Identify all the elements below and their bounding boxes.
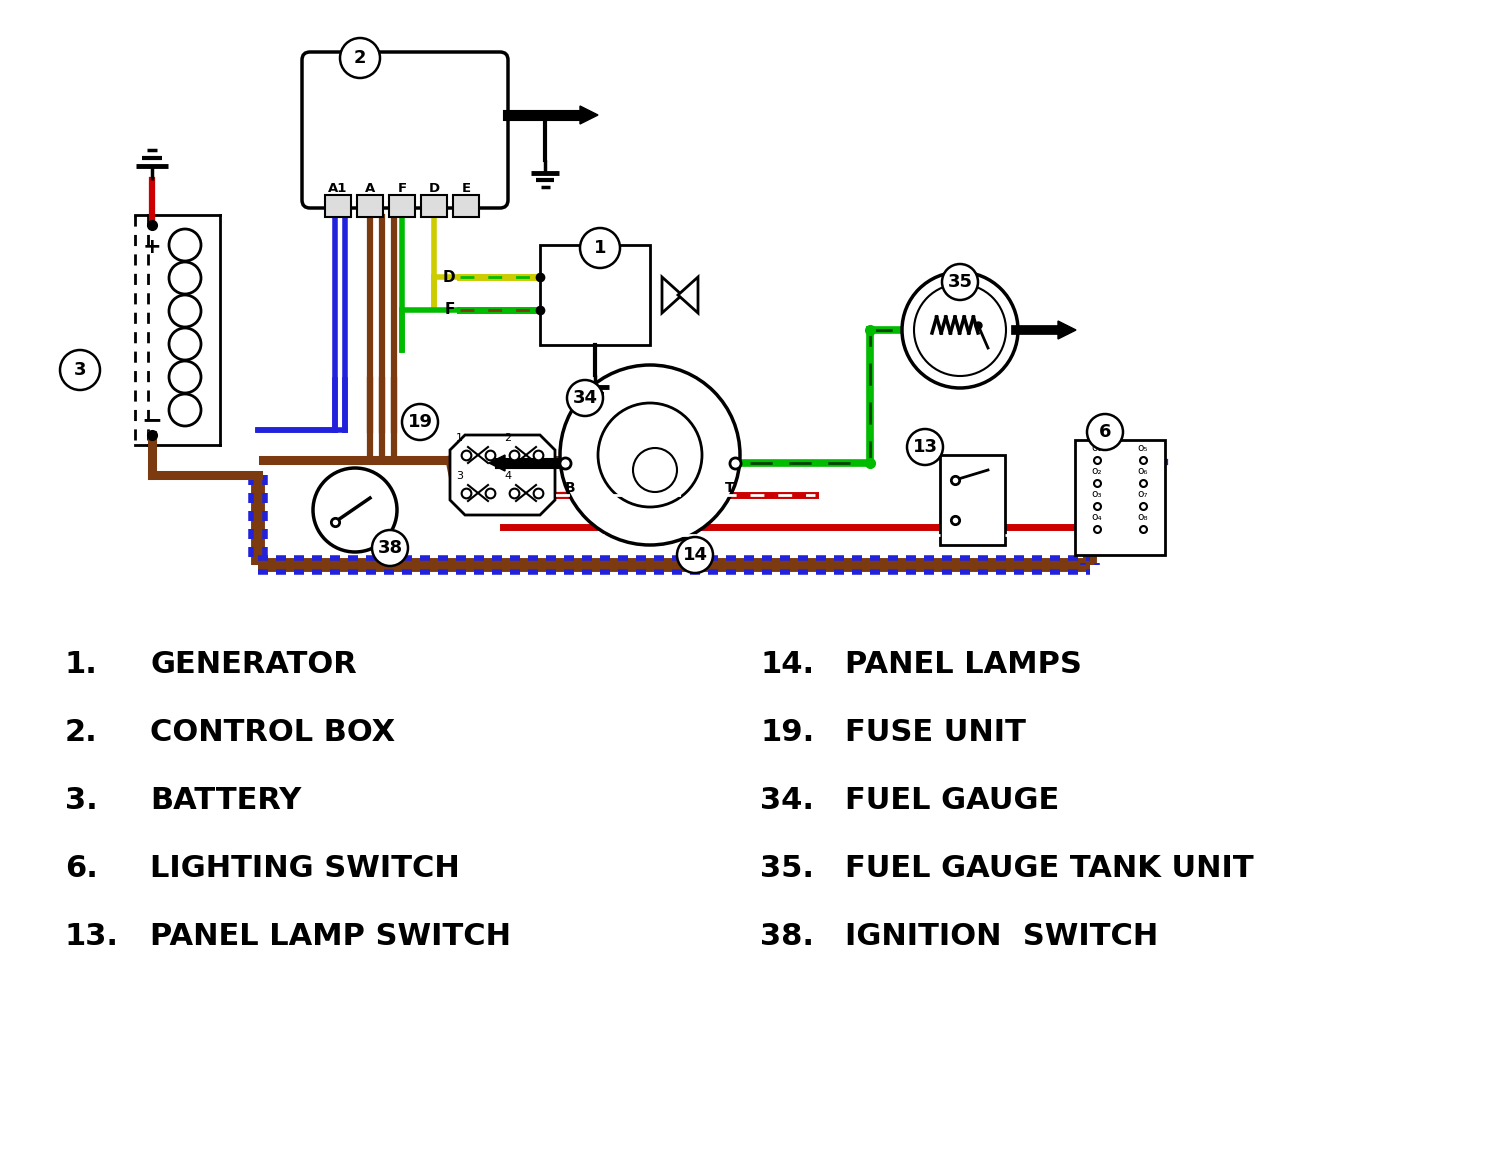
- Polygon shape: [662, 277, 682, 313]
- Text: 34: 34: [573, 389, 597, 407]
- Text: 1: 1: [456, 433, 463, 443]
- Text: 3: 3: [456, 471, 463, 481]
- Text: o₁: o₁: [1091, 443, 1102, 453]
- Text: T: T: [725, 481, 735, 495]
- Text: BATTERY: BATTERY: [150, 787, 301, 815]
- Polygon shape: [679, 277, 698, 313]
- Text: +: +: [143, 237, 162, 257]
- Text: A: A: [365, 182, 376, 195]
- Text: o₅: o₅: [1138, 443, 1148, 453]
- Circle shape: [677, 537, 713, 573]
- Text: 35.: 35.: [760, 854, 814, 883]
- Text: 4: 4: [503, 471, 511, 481]
- Circle shape: [901, 272, 1019, 387]
- Bar: [325, 195, 350, 217]
- Text: 1.: 1.: [65, 650, 98, 679]
- Text: A1: A1: [328, 182, 347, 195]
- Polygon shape: [581, 106, 598, 124]
- Circle shape: [567, 380, 603, 415]
- Text: o₇: o₇: [1138, 489, 1148, 499]
- Text: 2: 2: [503, 433, 511, 443]
- Circle shape: [913, 284, 1005, 376]
- Text: PANEL LAMP SWITCH: PANEL LAMP SWITCH: [150, 922, 511, 951]
- Bar: [1075, 440, 1166, 555]
- Text: FUSE UNIT: FUSE UNIT: [845, 718, 1026, 747]
- Text: 19.: 19.: [760, 718, 814, 747]
- Bar: [422, 195, 447, 217]
- Text: 13.: 13.: [65, 922, 119, 951]
- Text: LIGHTING SWITCH: LIGHTING SWITCH: [150, 854, 460, 883]
- Text: CONTROL BOX: CONTROL BOX: [150, 718, 395, 747]
- Polygon shape: [1057, 321, 1077, 338]
- Text: −: −: [141, 408, 162, 432]
- Circle shape: [373, 530, 408, 566]
- Circle shape: [340, 39, 380, 78]
- Text: B: B: [564, 481, 575, 495]
- Text: 14.: 14.: [760, 650, 814, 679]
- Text: o₈: o₈: [1138, 512, 1148, 522]
- Text: F: F: [444, 302, 454, 317]
- Bar: [541, 245, 650, 345]
- Text: o₃: o₃: [1091, 489, 1102, 499]
- Text: 1: 1: [594, 239, 606, 257]
- Text: 19: 19: [407, 413, 432, 431]
- Text: 3: 3: [74, 361, 86, 379]
- Text: D: D: [429, 182, 440, 195]
- Circle shape: [633, 448, 677, 492]
- Bar: [453, 195, 480, 217]
- Text: IGNITION  SWITCH: IGNITION SWITCH: [845, 922, 1158, 951]
- Text: 13: 13: [912, 438, 937, 456]
- Text: PANEL LAMPS: PANEL LAMPS: [845, 650, 1083, 679]
- Text: 14: 14: [683, 546, 707, 564]
- Text: 3.: 3.: [65, 787, 98, 815]
- Text: 6.: 6.: [65, 854, 98, 883]
- Text: 38.: 38.: [760, 922, 814, 951]
- Text: F: F: [398, 182, 407, 195]
- Text: 38: 38: [377, 539, 402, 557]
- Circle shape: [598, 403, 702, 506]
- Bar: [356, 195, 383, 217]
- Text: 34.: 34.: [760, 787, 814, 815]
- Text: 2: 2: [353, 49, 367, 67]
- Circle shape: [581, 228, 621, 268]
- Circle shape: [560, 365, 740, 545]
- Circle shape: [313, 468, 396, 552]
- Circle shape: [907, 429, 943, 464]
- Circle shape: [1087, 414, 1123, 450]
- Text: o₆: o₆: [1138, 466, 1148, 476]
- Text: 2.: 2.: [65, 718, 98, 747]
- Text: FUEL GAUGE TANK UNIT: FUEL GAUGE TANK UNIT: [845, 854, 1253, 883]
- Circle shape: [59, 350, 99, 390]
- Text: 6: 6: [1099, 422, 1111, 441]
- Text: GENERATOR: GENERATOR: [150, 650, 356, 679]
- Text: o₂: o₂: [1091, 466, 1102, 476]
- Polygon shape: [489, 455, 505, 471]
- Bar: [389, 195, 414, 217]
- FancyBboxPatch shape: [301, 53, 508, 208]
- Polygon shape: [450, 435, 555, 515]
- Text: o₄: o₄: [1091, 512, 1102, 522]
- Bar: [940, 455, 1005, 545]
- Circle shape: [402, 404, 438, 440]
- Text: 35: 35: [947, 273, 973, 291]
- Text: D: D: [443, 270, 454, 285]
- Text: FUEL GAUGE: FUEL GAUGE: [845, 787, 1059, 815]
- Text: E: E: [462, 182, 471, 195]
- Circle shape: [941, 264, 979, 300]
